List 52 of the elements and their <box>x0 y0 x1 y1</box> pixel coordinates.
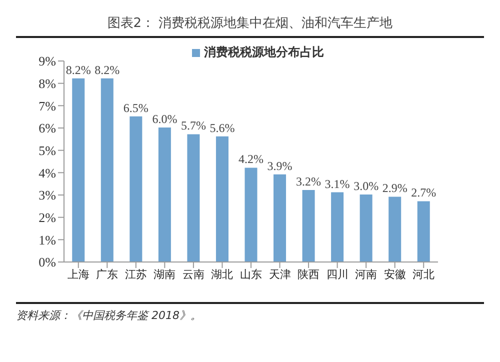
y-tick-label: 1% <box>38 232 56 248</box>
x-tick-label: 山东 <box>240 268 262 281</box>
x-tick-label: 云南 <box>182 268 204 281</box>
y-tick-label: 6% <box>38 120 56 136</box>
x-tick-label: 广东 <box>96 268 118 281</box>
bar <box>100 78 114 262</box>
data-label: 3.9% <box>267 158 292 173</box>
y-tick-label: 2% <box>38 210 56 225</box>
bar <box>187 134 200 262</box>
bar <box>216 136 228 262</box>
bar <box>417 201 430 262</box>
y-tick-label: 7% <box>38 98 56 114</box>
bar <box>360 194 372 262</box>
y-tick-label: 3% <box>38 188 56 203</box>
data-label: 6.0% <box>152 112 178 126</box>
x-tick-label: 安徽 <box>384 268 406 281</box>
data-label: 2.9% <box>382 181 408 196</box>
x-tick-label: 天津 <box>268 268 291 281</box>
data-label: 5.6% <box>210 120 235 135</box>
data-label: 6.5% <box>123 100 148 115</box>
y-tick-label: 4% <box>38 165 56 180</box>
bar <box>302 190 315 262</box>
y-tick-label: 8% <box>38 76 56 91</box>
bar <box>158 128 171 262</box>
x-tick-label: 四川 <box>326 268 348 281</box>
bar <box>72 78 85 262</box>
y-tick-label: 9% <box>38 54 56 69</box>
bar <box>331 192 344 262</box>
data-label: 3.2% <box>296 174 322 189</box>
data-label: 5.7% <box>180 118 206 133</box>
x-tick-label: 江苏 <box>124 268 147 281</box>
x-tick-label: 河南 <box>355 268 378 281</box>
bar <box>130 116 142 262</box>
chart-title: 图表2： 消费税税源地集中在烟、油和汽车生产地 <box>106 15 394 33</box>
data-label: 4.2% <box>238 152 264 166</box>
bar <box>244 168 258 262</box>
bar <box>274 174 286 262</box>
x-tick-label: 陕西 <box>298 268 320 281</box>
data-label: 8.2% <box>66 62 91 77</box>
text: 资料来源：《中国税务年鉴 2018》。 <box>15 308 202 324</box>
bar <box>388 196 402 262</box>
data-label: 3.1% <box>324 176 350 191</box>
data-label: 2.7% <box>411 186 436 200</box>
y-tick-label: 0% <box>38 254 56 270</box>
data-label: 3.0% <box>354 179 379 193</box>
y-tick-label: 5% <box>38 142 56 158</box>
data-label: 8.2% <box>94 62 120 77</box>
x-tick-label: 河北 <box>412 268 435 281</box>
x-tick-label: 湖南 <box>154 268 176 281</box>
x-tick-label: 湖北 <box>211 268 234 281</box>
x-tick-label: 上海 <box>67 268 90 281</box>
legend-label: 消费税税源地分布占比 <box>204 45 324 59</box>
